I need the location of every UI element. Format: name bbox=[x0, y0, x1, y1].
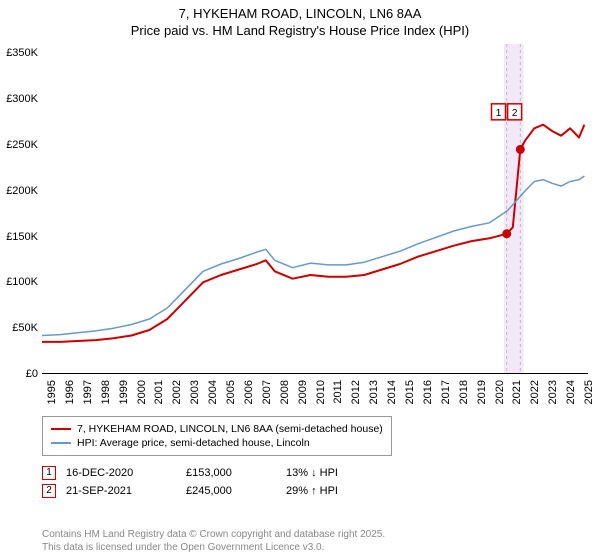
attribution: Contains HM Land Registry data © Crown c… bbox=[42, 528, 385, 554]
marker-delta: 29% ↑ HPI bbox=[286, 485, 386, 497]
plot-area: 12 bbox=[42, 44, 588, 374]
marker-price: £245,000 bbox=[186, 485, 286, 497]
legend-item: HPI: Average price, semi-detached house,… bbox=[51, 437, 383, 449]
x-tick-label: 2004 bbox=[207, 380, 219, 404]
x-tick-label: 2007 bbox=[261, 380, 273, 404]
x-axis-labels: 1995 1996 1997 1998 1999 2000 2001 2002 2003 2004… bbox=[42, 376, 588, 416]
x-tick-label: 1998 bbox=[100, 380, 112, 404]
x-tick-label: 2009 bbox=[297, 380, 309, 404]
y-axis-labels: £0£50K£100K£150K£200K£250K£300K£350K bbox=[0, 44, 40, 374]
marker-row: 1 16-DEC-2020£153,00013% ↓ HPI bbox=[42, 466, 386, 480]
x-tick-label: 2021 bbox=[511, 380, 523, 404]
legend-label: 7, HYKEHAM ROAD, LINCOLN, LN6 8AA (semi-… bbox=[77, 423, 383, 435]
legend-swatch bbox=[51, 442, 71, 444]
y-tick-label: £250K bbox=[6, 139, 38, 151]
marker-date: 21-SEP-2021 bbox=[66, 485, 186, 497]
x-tick-label: 2005 bbox=[225, 380, 237, 404]
marker-table: 1 16-DEC-2020£153,00013% ↓ HPI 2 21-SEP-202… bbox=[42, 462, 386, 502]
chart-svg: 12 bbox=[42, 44, 588, 374]
marker-delta: 13% ↓ HPI bbox=[286, 467, 386, 479]
x-tick-label: 2010 bbox=[315, 380, 327, 404]
x-tick-label: 2000 bbox=[136, 380, 148, 404]
y-tick-label: £300K bbox=[6, 93, 38, 105]
marker-price: £153,000 bbox=[186, 467, 286, 479]
x-tick-label: 2024 bbox=[565, 380, 577, 404]
title-block: 7, HYKEHAM ROAD, LINCOLN, LN6 8AA Price … bbox=[0, 0, 600, 38]
x-tick-label: 2017 bbox=[440, 380, 452, 404]
x-tick-label: 2001 bbox=[153, 380, 165, 404]
x-tick-label: 2003 bbox=[189, 380, 201, 404]
svg-text:1: 1 bbox=[496, 108, 502, 119]
y-tick-label: £200K bbox=[6, 185, 38, 197]
legend-item: 7, HYKEHAM ROAD, LINCOLN, LN6 8AA (semi-… bbox=[51, 423, 383, 435]
x-tick-label: 2016 bbox=[422, 380, 434, 404]
marker-date: 16-DEC-2020 bbox=[66, 467, 186, 479]
attribution-line2: This data is licensed under the Open Gov… bbox=[42, 541, 385, 554]
title-line1: 7, HYKEHAM ROAD, LINCOLN, LN6 8AA bbox=[0, 6, 600, 21]
x-tick-label: 2015 bbox=[404, 380, 416, 404]
x-tick-label: 2023 bbox=[547, 380, 559, 404]
legend-label: HPI: Average price, semi-detached house,… bbox=[77, 437, 310, 449]
x-tick-label: 2013 bbox=[368, 380, 380, 404]
x-tick-label: 2014 bbox=[386, 380, 398, 404]
y-tick-label: £350K bbox=[6, 47, 38, 59]
x-tick-label: 2006 bbox=[243, 380, 255, 404]
x-tick-label: 2008 bbox=[279, 380, 291, 404]
x-tick-label: 2018 bbox=[458, 380, 470, 404]
x-tick-label: 1996 bbox=[64, 380, 76, 404]
attribution-line1: Contains HM Land Registry data © Crown c… bbox=[42, 528, 385, 541]
x-tick-label: 1995 bbox=[46, 380, 58, 404]
x-tick-label: 2019 bbox=[476, 380, 488, 404]
x-tick-label: 2025 bbox=[583, 380, 595, 404]
y-tick-label: £100K bbox=[6, 276, 38, 288]
y-tick-label: £150K bbox=[6, 231, 38, 243]
legend: 7, HYKEHAM ROAD, LINCOLN, LN6 8AA (semi-… bbox=[42, 416, 392, 456]
x-tick-label: 2011 bbox=[332, 380, 344, 404]
marker-id-box: 2 bbox=[42, 484, 56, 498]
x-tick-label: 1997 bbox=[82, 380, 94, 404]
x-tick-label: 2020 bbox=[494, 380, 506, 404]
legend-swatch bbox=[51, 428, 71, 430]
x-tick-label: 2002 bbox=[171, 380, 183, 404]
title-line2: Price paid vs. HM Land Registry's House … bbox=[0, 23, 600, 38]
x-tick-label: 2022 bbox=[529, 380, 541, 404]
chart-container: 7, HYKEHAM ROAD, LINCOLN, LN6 8AA Price … bbox=[0, 0, 600, 560]
marker-row: 2 21-SEP-2021£245,00029% ↑ HPI bbox=[42, 484, 386, 498]
svg-text:2: 2 bbox=[512, 108, 518, 119]
marker-id-box: 1 bbox=[42, 466, 56, 480]
y-tick-label: £50K bbox=[12, 322, 38, 334]
x-tick-label: 2012 bbox=[350, 380, 362, 404]
y-tick-label: £0 bbox=[26, 368, 38, 380]
x-tick-label: 1999 bbox=[118, 380, 130, 404]
